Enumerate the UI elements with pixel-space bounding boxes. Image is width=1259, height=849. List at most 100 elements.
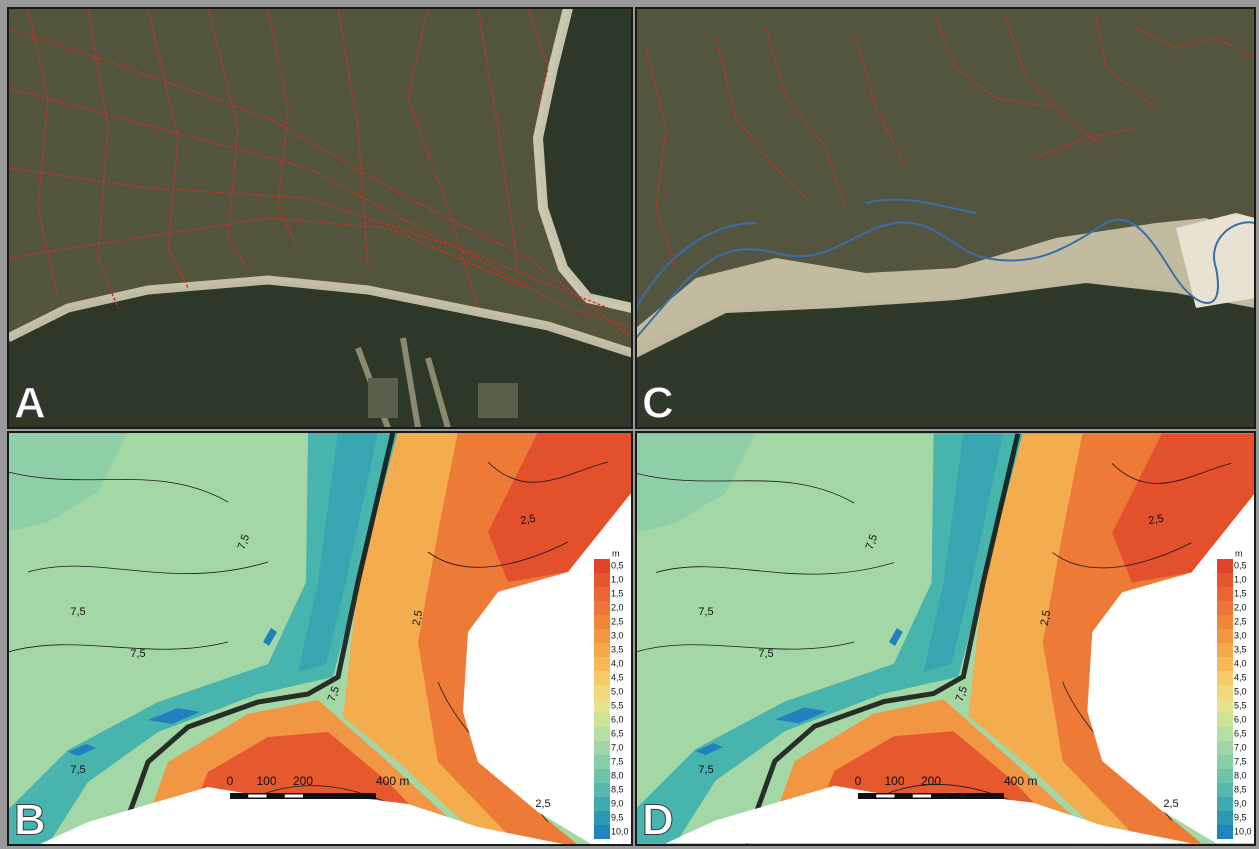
legend-label: 9,0 — [611, 798, 624, 808]
map-panel: 7,57,57,57,57,52,52,52,5m0,51,01,52,02,5… — [636, 434, 1255, 845]
map-panel: C — [636, 8, 1255, 428]
legend-label: 10,0 — [1234, 826, 1252, 836]
legend-swatch — [1217, 811, 1233, 825]
legend-swatch — [1217, 559, 1233, 573]
legend-swatch — [1217, 797, 1233, 811]
legend-swatch — [1217, 783, 1233, 797]
legend-swatch — [594, 643, 610, 657]
contour-label: 7,5 — [130, 648, 145, 660]
figure: A7,57,57,57,57,52,52,52,5m0,51,01,52,02,… — [0, 0, 1259, 849]
legend-label: 2,5 — [611, 616, 624, 626]
legend-label: 1,5 — [1234, 588, 1247, 598]
legend-label: 3,0 — [611, 630, 624, 640]
legend-swatch — [594, 587, 610, 601]
legend-label: 4,0 — [611, 658, 624, 668]
contour-label: 2,5 — [535, 798, 550, 810]
scale-bar-segment — [913, 795, 931, 798]
legend-label: 8,0 — [1234, 770, 1247, 780]
contour-label: 7,5 — [698, 606, 713, 618]
legend-label: 10,0 — [611, 826, 629, 836]
map-image — [8, 8, 632, 428]
legend-label: 9,5 — [1234, 812, 1247, 822]
legend-swatch — [594, 797, 610, 811]
panel-letter: A — [14, 379, 46, 428]
legend-swatch — [594, 783, 610, 797]
legend-swatch — [594, 615, 610, 629]
legend-unit: m — [612, 548, 620, 558]
legend-swatch — [1217, 615, 1233, 629]
scale-label: 400 m — [376, 774, 409, 788]
legend-label: 4,5 — [611, 672, 624, 682]
legend-label: 8,5 — [611, 784, 624, 794]
scale-label: 100 — [884, 774, 904, 788]
legend-label: 5,5 — [611, 700, 624, 710]
scale-label: 200 — [293, 774, 313, 788]
scale-label: 400 m — [1004, 774, 1037, 788]
legend-label: 3,5 — [611, 644, 624, 654]
legend-label: 7,5 — [611, 756, 624, 766]
scale-bar-segment — [876, 795, 894, 798]
legend-label: 5,0 — [611, 686, 624, 696]
legend-swatch — [594, 629, 610, 643]
legend-swatch — [594, 657, 610, 671]
legend-swatch — [594, 685, 610, 699]
legend-swatch — [1217, 769, 1233, 783]
legend-swatch — [594, 699, 610, 713]
legend-label: 2,0 — [1234, 602, 1247, 612]
legend-swatch — [1217, 601, 1233, 615]
legend-label: 3,0 — [1234, 630, 1247, 640]
legend-swatch — [594, 573, 610, 587]
legend-label: 9,0 — [1234, 798, 1247, 808]
legend-swatch — [594, 755, 610, 769]
legend-swatch — [1217, 755, 1233, 769]
contour-label: 7,5 — [70, 764, 85, 776]
legend-swatch — [1217, 587, 1233, 601]
scale-label: 0 — [855, 774, 862, 788]
scale-label: 0 — [227, 774, 234, 788]
legend-label: 9,5 — [611, 812, 624, 822]
legend-swatch — [1217, 741, 1233, 755]
legend-swatch — [1217, 643, 1233, 657]
legend-label: 4,5 — [1234, 672, 1247, 682]
legend-swatch — [594, 671, 610, 685]
panel-letter: C — [642, 379, 674, 428]
legend-label: 3,5 — [1234, 644, 1247, 654]
legend-swatch — [594, 741, 610, 755]
legend-swatch — [1217, 699, 1233, 713]
map-image — [8, 432, 632, 845]
map-image — [636, 434, 1255, 844]
legend-label: 6,5 — [611, 728, 624, 738]
panel-letter: B — [14, 796, 46, 845]
legend-label: 0,5 — [1234, 560, 1247, 570]
legend-swatch — [594, 727, 610, 741]
legend-swatch — [1217, 825, 1233, 839]
legend-label: 0,5 — [611, 560, 624, 570]
legend-swatch — [594, 713, 610, 727]
legend-label: 6,5 — [1234, 728, 1247, 738]
legend-swatch — [594, 825, 610, 839]
legend-label: 6,0 — [1234, 714, 1247, 724]
legend-swatch — [1217, 629, 1233, 643]
legend-unit: m — [1235, 548, 1243, 558]
legend-swatch — [1217, 685, 1233, 699]
legend-label: 1,0 — [611, 574, 624, 584]
legend-label: 8,0 — [611, 770, 624, 780]
contour-label: 7,5 — [698, 764, 713, 776]
contour-label: 7,5 — [758, 648, 773, 660]
scale-label: 100 — [256, 774, 276, 788]
panel-letter: D — [642, 796, 674, 845]
scale-label: 200 — [921, 774, 941, 788]
map-panel: A — [8, 8, 632, 428]
scale-bar-segment — [285, 795, 303, 798]
legend-label: 7,5 — [1234, 756, 1247, 766]
legend-label: 7,0 — [611, 742, 624, 752]
legend-swatch — [594, 559, 610, 573]
legend-label: 1,0 — [1234, 574, 1247, 584]
map-image — [636, 8, 1255, 428]
legend-label: 6,0 — [611, 714, 624, 724]
legend-label: 2,5 — [1234, 616, 1247, 626]
legend-swatch — [594, 811, 610, 825]
legend-swatch — [594, 769, 610, 783]
legend-label: 5,5 — [1234, 700, 1247, 710]
legend-label: 5,0 — [1234, 686, 1247, 696]
